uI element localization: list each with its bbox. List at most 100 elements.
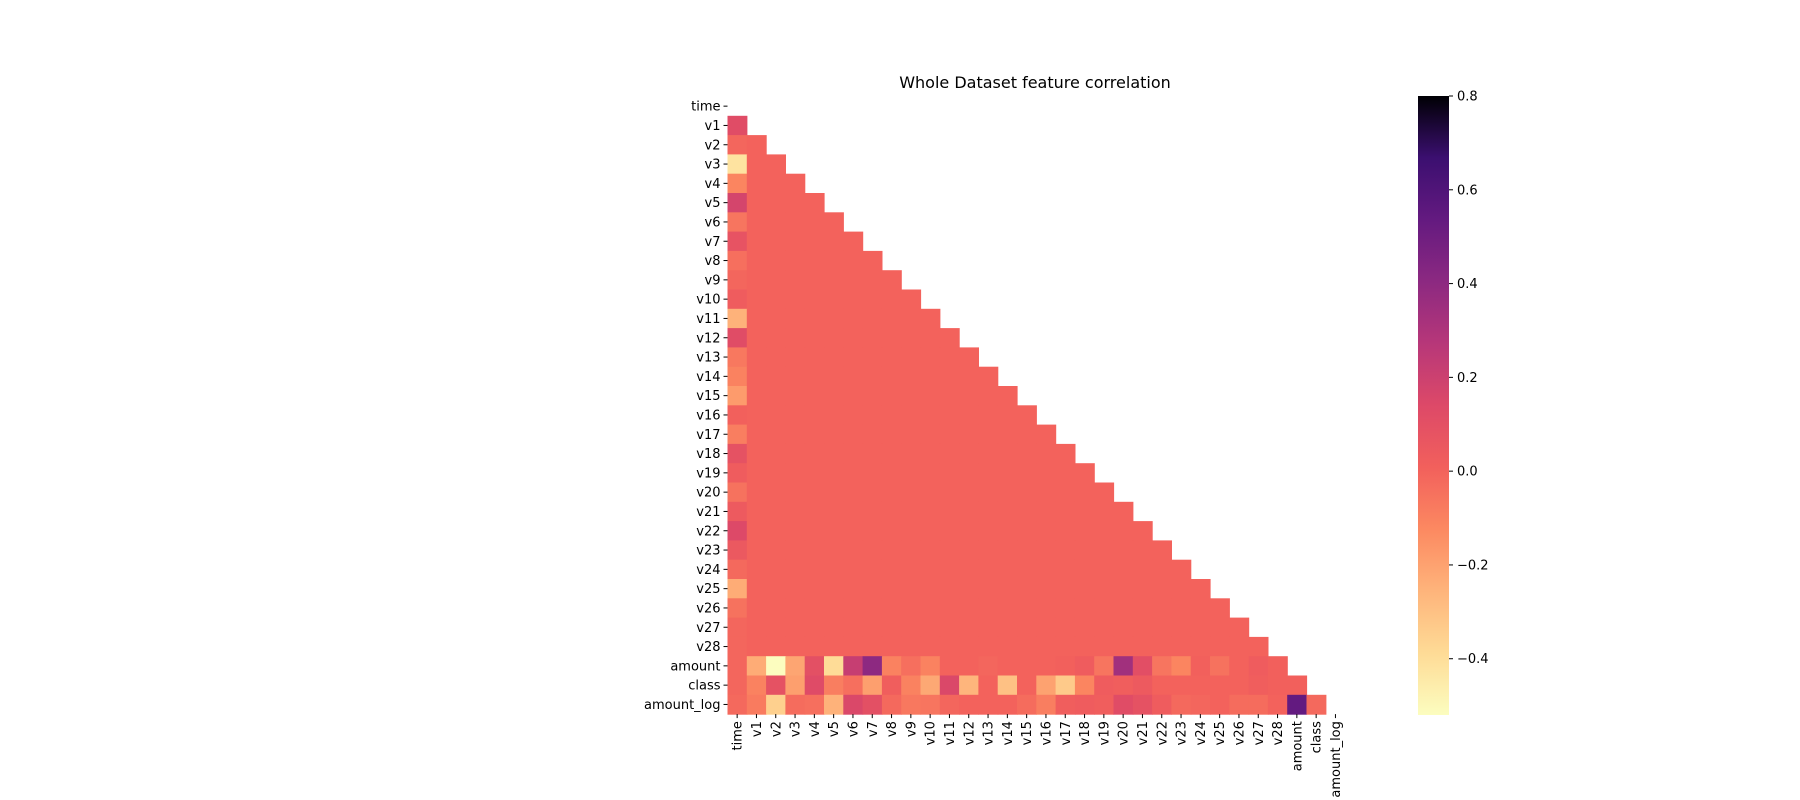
heatmap-cell-amount-v23 [1171,656,1192,677]
heatmap-cell-v27-v20 [1113,617,1134,638]
y-tick-label-v11: v11 [696,312,720,327]
heatmap-cell-v14-v1 [746,366,767,387]
heatmap-cell-amount_log-class [1306,694,1327,715]
heatmap-cell-v19-v12 [959,463,979,484]
colorbar-gradient [1418,96,1449,715]
heatmap-cell-v21-v3 [785,501,806,522]
x-tick-label-v5: v5 [827,721,842,737]
heatmap-cell-v4-time [727,173,748,194]
heatmap-cell-v22-v5 [824,521,844,541]
heatmap-cell-class-v13 [978,675,999,696]
heatmap-cell-v25-v21 [1132,579,1153,599]
heatmap-cell-v11-v10 [920,308,941,329]
heatmap-cell-v20-v2 [766,482,786,503]
heatmap-cell-v27-v25 [1210,617,1230,638]
heatmap-cell-amount-v19 [1094,656,1115,677]
heatmap-cell-v28-v7 [862,636,883,657]
heatmap-cell-v20-v13 [978,482,999,503]
y-tick-label-v28: v28 [696,640,720,655]
heatmap-cell-v20-v7 [862,482,883,503]
heatmap-cell-v20-v15 [1017,482,1037,503]
heatmap-cell-class-v5 [824,675,844,696]
heatmap-cell-v22-time [727,521,748,541]
heatmap-cell-amount_log-time [727,694,748,715]
heatmap-cell-amount_log-v4 [804,694,825,715]
x-tick-label-v8: v8 [885,721,900,737]
x-tick-label-v22: v22 [1155,721,1170,745]
heatmap-cell-v24-v19 [1094,559,1115,580]
heatmap-cell-amount-v9 [901,656,922,677]
heatmap-cell-amount_log-v14 [997,694,1018,715]
heatmap-cell-class-v28 [1267,675,1288,696]
heatmap-cell-v14-v11 [939,366,960,387]
heatmap-cell-v28-time [727,636,748,657]
heatmap-cell-v15-v1 [746,386,767,406]
heatmap-cell-v24-v6 [843,559,864,580]
heatmap-cell-v28-v15 [1017,636,1037,657]
heatmap-cell-v26-v21 [1132,598,1153,619]
y-tick-label-v8: v8 [705,254,721,269]
heatmap-cell-amount_log-v6 [843,694,864,715]
heatmap-cell-class-v2 [766,675,786,696]
heatmap-cell-v16-v10 [920,405,941,426]
heatmap-cell-v22-v9 [901,521,922,541]
heatmap-cell-amount_log-v7 [862,694,883,715]
heatmap-cell-v14-v12 [959,366,979,387]
heatmap-cell-v13-time [727,347,748,368]
heatmap-cell-v25-v5 [824,579,844,599]
heatmap-cell-amount_log-v5 [824,694,844,715]
heatmap-cell-amount_log-v19 [1094,694,1115,715]
heatmap-cell-v27-v5 [824,617,844,638]
heatmap-cell-v19-v16 [1036,463,1057,484]
heatmap-cell-v25-v22 [1152,579,1172,599]
heatmap-cell-v20-v16 [1036,482,1057,503]
heatmap-cell-v15-v11 [939,386,960,406]
heatmap-cell-v26-v9 [901,598,922,619]
heatmap-cell-amount_log-v2 [766,694,786,715]
heatmap-cell-v24-v4 [804,559,825,580]
heatmap-cell-v18-v13 [978,443,999,464]
heatmap-cell-v9-v1 [746,270,767,291]
heatmap-cell-v27-v11 [939,617,960,638]
heatmap-cell-amount_log-v17 [1055,694,1076,715]
heatmap-cell-v24-v2 [766,559,786,580]
heatmap-cell-v28-v18 [1074,636,1095,657]
heatmap-cell-v19-v17 [1055,463,1076,484]
heatmap-cell-v11-v3 [785,308,806,329]
heatmap-cell-v11-v5 [824,308,844,329]
x-tick-label-v12: v12 [962,721,977,745]
heatmap-cell-v19-v6 [843,463,864,484]
heatmap-cell-class-v4 [804,675,825,696]
y-tick-label-v3: v3 [705,158,721,173]
heatmap-cell-v1-time [727,115,748,136]
heatmap-cell-v16-v3 [785,405,806,426]
heatmap-cell-v23-v12 [959,540,979,561]
heatmap-cell-amount_log-v16 [1036,694,1057,715]
heatmap-cell-amount_log-v26 [1229,694,1250,715]
y-tick-label-v15: v15 [696,389,720,404]
heatmap-cell-v21-v15 [1017,501,1037,522]
heatmap-cell-v26-v14 [997,598,1018,619]
heatmap-cell-v14-v7 [862,366,883,387]
y-tick-label-v23: v23 [696,544,720,559]
heatmap-cell-v24-v10 [920,559,941,580]
heatmap-cell-v20-v1 [746,482,767,503]
y-tick-label-v25: v25 [696,582,720,597]
heatmap-cell-class-amount [1287,675,1308,696]
heatmap-cell-v24-time [727,559,748,580]
x-tick-label-v26: v26 [1232,721,1247,745]
heatmap-cell-v15-v10 [920,386,941,406]
heatmap-cell-v14-time [727,366,748,387]
heatmap-cell-v15-v2 [766,386,786,406]
heatmap-cell-v12-v5 [824,328,844,348]
heatmap-cell-v20-v4 [804,482,825,503]
heatmap-cell-v21-time [727,501,748,522]
heatmap-cell-v3-v1 [746,154,767,175]
heatmap-cell-v24-v5 [824,559,844,580]
heatmap-cell-v16-v2 [766,405,786,426]
heatmap-cell-v25-v8 [881,579,902,599]
heatmap-cell-v16-v1 [746,405,767,426]
heatmap-cell-v8-v6 [843,250,864,271]
heatmap-cell-v24-v17 [1055,559,1076,580]
heatmap-cell-v23-v20 [1113,540,1134,561]
